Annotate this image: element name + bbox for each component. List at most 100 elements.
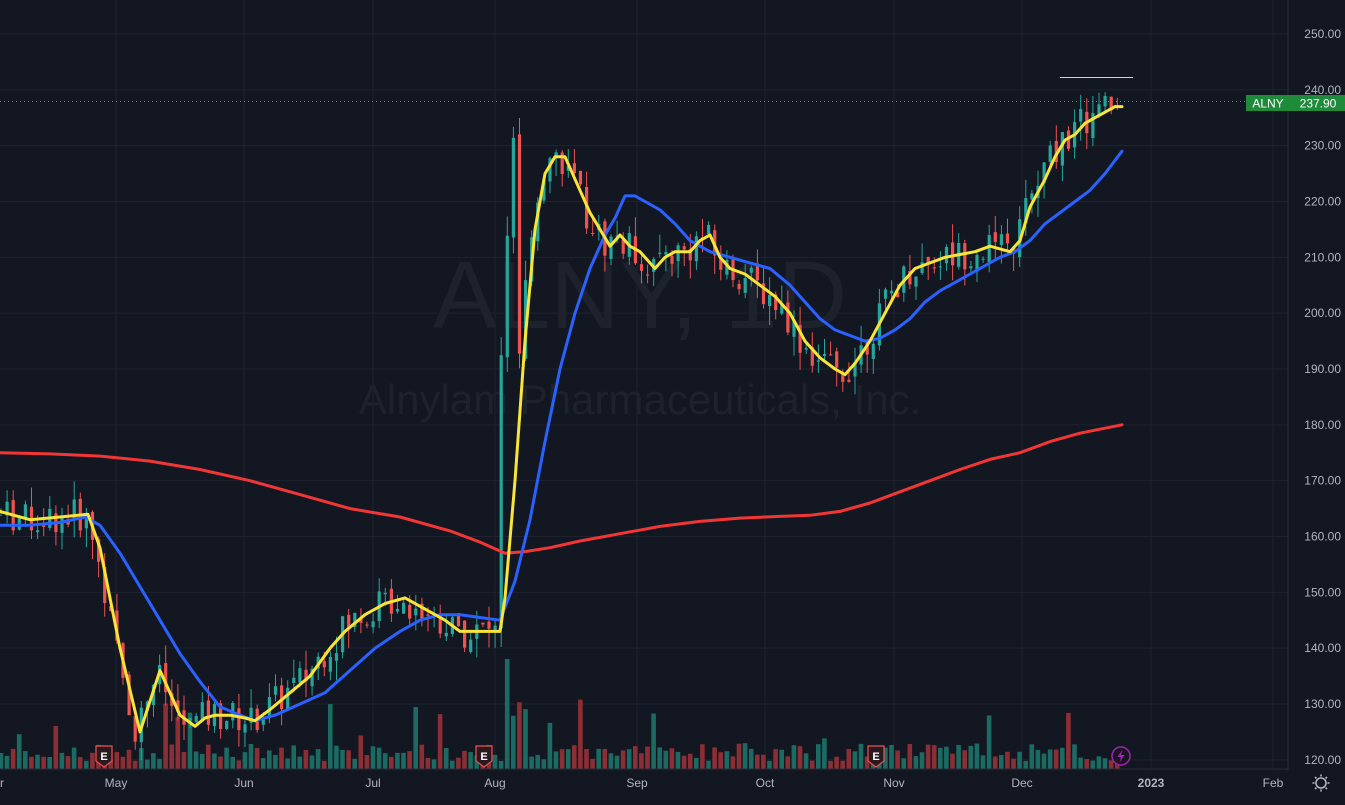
- candle[interactable]: [249, 689, 253, 731]
- candle[interactable]: [810, 332, 814, 373]
- candle[interactable]: [420, 597, 424, 627]
- candle[interactable]: [768, 277, 772, 325]
- candle[interactable]: [1024, 179, 1028, 236]
- candle[interactable]: [780, 285, 784, 316]
- candle[interactable]: [981, 256, 985, 263]
- candle[interactable]: [42, 508, 46, 537]
- candle[interactable]: [1079, 94, 1083, 141]
- candle[interactable]: [127, 671, 131, 716]
- candle[interactable]: [469, 630, 473, 654]
- candle[interactable]: [883, 287, 888, 314]
- candle[interactable]: [463, 620, 467, 653]
- candle[interactable]: [871, 340, 875, 375]
- candle[interactable]: [292, 659, 296, 692]
- candle[interactable]: [975, 252, 979, 282]
- candle[interactable]: [835, 347, 839, 387]
- candle[interactable]: [225, 720, 229, 731]
- candle[interactable]: [371, 613, 375, 634]
- candle[interactable]: [694, 231, 698, 270]
- candle[interactable]: [719, 245, 723, 281]
- candle[interactable]: [481, 622, 485, 628]
- candle[interactable]: [938, 251, 942, 280]
- price-axis[interactable]: 250.00 240.00 230.00 220.00 210.00 200.00 190.…: [1304, 27, 1341, 767]
- candle[interactable]: [682, 242, 686, 266]
- candle[interactable]: [200, 692, 204, 723]
- candle[interactable]: [1109, 96, 1113, 115]
- candle[interactable]: [804, 343, 808, 354]
- candle[interactable]: [511, 126, 515, 254]
- volume-bar: [41, 756, 46, 769]
- time-axis[interactable]: r May Jun Jul Aug Sep Oct Nov Dec 2023 Feb: [0, 776, 1284, 790]
- candle[interactable]: [23, 500, 27, 528]
- candle[interactable]: [72, 481, 76, 538]
- volume-bar: [71, 747, 77, 769]
- candle[interactable]: [798, 306, 802, 370]
- volume-bar: [65, 756, 71, 769]
- earnings-marker[interactable]: E: [867, 745, 885, 768]
- candle[interactable]: [1054, 125, 1058, 169]
- candle[interactable]: [1103, 92, 1107, 112]
- gear-icon[interactable]: [1315, 777, 1327, 789]
- candle[interactable]: [493, 619, 497, 648]
- candle[interactable]: [395, 594, 400, 614]
- candle[interactable]: [737, 279, 741, 295]
- candle[interactable]: [334, 636, 339, 681]
- candle[interactable]: [993, 215, 997, 261]
- candle[interactable]: [1097, 92, 1101, 118]
- candle[interactable]: [243, 719, 247, 747]
- candle[interactable]: [816, 344, 820, 373]
- candle[interactable]: [554, 149, 558, 176]
- candle[interactable]: [578, 170, 583, 187]
- candle[interactable]: [1060, 131, 1064, 182]
- candle[interactable]: [365, 621, 369, 629]
- volume-bar: [126, 749, 132, 769]
- earnings-marker[interactable]: E: [95, 745, 113, 768]
- candle[interactable]: [505, 216, 509, 373]
- candle[interactable]: [304, 650, 308, 698]
- candle[interactable]: [5, 490, 9, 524]
- candle[interactable]: [359, 608, 363, 634]
- candle[interactable]: [438, 604, 442, 639]
- candle[interactable]: [951, 224, 955, 281]
- candle[interactable]: [676, 242, 680, 278]
- volume-bar: [889, 744, 894, 769]
- candle[interactable]: [444, 614, 448, 642]
- candle[interactable]: [591, 217, 595, 237]
- candle[interactable]: [273, 674, 278, 702]
- candle[interactable]: [829, 341, 833, 356]
- candle[interactable]: [853, 347, 857, 395]
- candle[interactable]: [60, 507, 64, 550]
- candle[interactable]: [914, 276, 918, 300]
- candle[interactable]: [755, 249, 759, 299]
- candle[interactable]: [847, 362, 851, 383]
- earnings-marker[interactable]: E: [475, 745, 493, 768]
- candle[interactable]: [969, 260, 973, 272]
- candle[interactable]: [743, 263, 747, 299]
- candle[interactable]: [499, 337, 503, 647]
- candle[interactable]: [1091, 95, 1095, 147]
- candle[interactable]: [920, 243, 924, 276]
- candle[interactable]: [639, 252, 644, 284]
- lightning-button[interactable]: [1111, 746, 1131, 766]
- candle[interactable]: [517, 117, 522, 369]
- candle[interactable]: [487, 606, 491, 648]
- candle[interactable]: [176, 684, 180, 721]
- candle[interactable]: [822, 338, 827, 361]
- candle[interactable]: [328, 651, 332, 681]
- candle[interactable]: [658, 234, 662, 258]
- settings-button[interactable]: [1312, 774, 1330, 792]
- volume-bar: [206, 744, 211, 769]
- candle[interactable]: [1005, 218, 1010, 253]
- volume-bar: [376, 747, 382, 769]
- candle[interactable]: [646, 264, 650, 284]
- volume-bar: [16, 734, 22, 769]
- candle[interactable]: [402, 597, 406, 614]
- candle[interactable]: [609, 234, 613, 266]
- candle[interactable]: [164, 645, 168, 706]
- candle[interactable]: [414, 594, 418, 631]
- candle[interactable]: [749, 265, 753, 287]
- candle[interactable]: [926, 256, 930, 281]
- candle[interactable]: [237, 694, 241, 747]
